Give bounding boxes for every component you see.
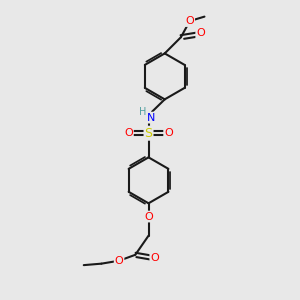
Text: S: S [145, 127, 152, 140]
Text: N: N [147, 112, 156, 123]
Text: O: O [144, 212, 153, 221]
Text: O: O [196, 28, 205, 38]
Text: O: O [124, 128, 133, 138]
Text: O: O [164, 128, 173, 138]
Text: O: O [150, 253, 159, 263]
Text: O: O [185, 16, 194, 26]
Text: H: H [139, 107, 146, 117]
Text: O: O [115, 256, 124, 266]
